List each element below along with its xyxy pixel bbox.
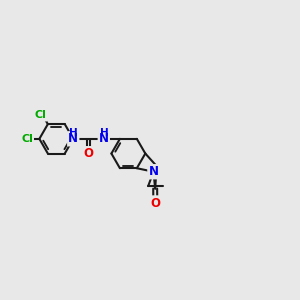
Text: O: O bbox=[150, 196, 160, 209]
Text: N: N bbox=[99, 132, 109, 145]
Text: N: N bbox=[68, 132, 78, 145]
Text: Cl: Cl bbox=[34, 110, 46, 120]
Text: O: O bbox=[83, 147, 94, 160]
Text: H: H bbox=[100, 128, 109, 138]
Text: H: H bbox=[69, 128, 78, 138]
Text: Cl: Cl bbox=[21, 134, 33, 144]
Text: N: N bbox=[148, 165, 158, 178]
